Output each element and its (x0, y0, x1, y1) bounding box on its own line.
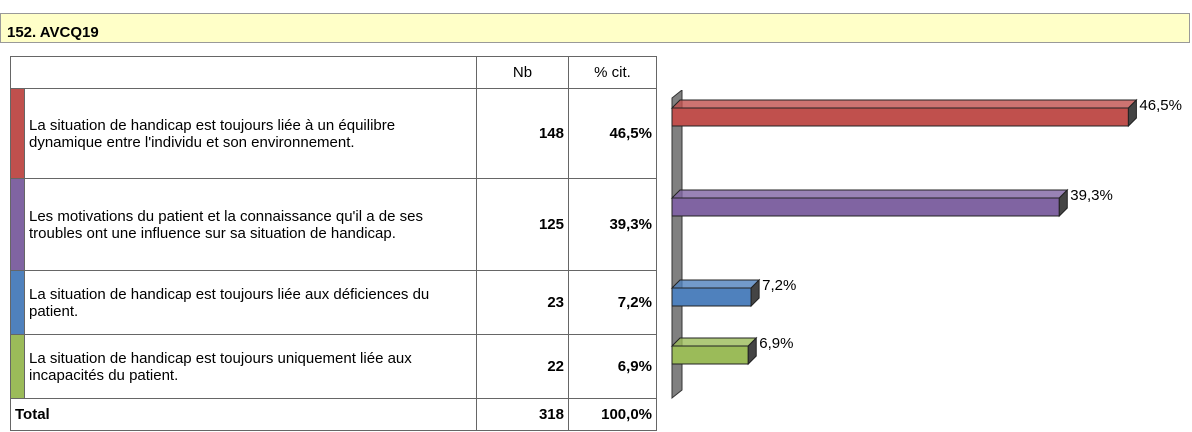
value-label: 7,2% (762, 277, 796, 294)
bar-top (670, 337, 758, 347)
nb-cell: 22 (476, 334, 569, 399)
row: La situation de handicap est toujours li… (10, 270, 657, 335)
bar-side (1058, 188, 1068, 218)
bar-top (670, 279, 761, 289)
bar-top (670, 99, 1138, 109)
header-cell: % cit. (568, 56, 657, 89)
bar-side (750, 278, 760, 308)
total-nb: 318 (476, 398, 569, 431)
chart: 46,5% 39,3% 7,2% 6,9% (670, 90, 1182, 400)
row-label: Les motivations du patient et la connais… (24, 178, 477, 271)
color-strip (10, 88, 25, 179)
value-label: 6,9% (759, 335, 793, 352)
header-cell (10, 56, 477, 89)
row-label: La situation de handicap est toujours li… (24, 88, 477, 179)
header-cell: Nb (476, 56, 569, 89)
total-row: Total 318 100,0% (10, 398, 657, 431)
color-strip (10, 334, 25, 399)
bar (670, 336, 758, 366)
total-label: Total (10, 398, 477, 431)
row: La situation de handicap est toujours un… (10, 334, 657, 399)
title-bar: 152. AVCQ19 (0, 13, 1190, 43)
nb-cell: 148 (476, 88, 569, 179)
bar-face (671, 345, 749, 365)
pct-cell: 39,3% (568, 178, 657, 271)
value-label: 39,3% (1070, 187, 1113, 204)
row: Les motivations du patient et la connais… (10, 178, 657, 271)
nb-cell: 23 (476, 270, 569, 335)
total-pct: 100,0% (568, 398, 657, 431)
table-body: Nb % cit. La situation de handicap est t… (10, 56, 657, 431)
row: La situation de handicap est toujours li… (10, 88, 657, 179)
bar-face (671, 197, 1060, 217)
bar-top (670, 189, 1069, 199)
table: Nb % cit. La situation de handicap est t… (10, 56, 657, 431)
bar-side (747, 336, 757, 366)
pct-cell: 7,2% (568, 270, 657, 335)
bar (670, 278, 761, 308)
color-strip (10, 270, 25, 335)
bar-face (671, 287, 752, 307)
bar-side (1127, 98, 1137, 128)
pct-cell: 46,5% (568, 88, 657, 179)
bar (670, 98, 1138, 128)
bar-face (671, 107, 1129, 127)
bar (670, 188, 1069, 218)
color-strip (10, 178, 25, 271)
nb-cell: 125 (476, 178, 569, 271)
header-row: Nb % cit. (10, 56, 657, 89)
value-label: 46,5% (1139, 97, 1182, 114)
row-label: La situation de handicap est toujours un… (24, 334, 477, 399)
pct-cell: 6,9% (568, 334, 657, 399)
row-label: La situation de handicap est toujours li… (24, 270, 477, 335)
